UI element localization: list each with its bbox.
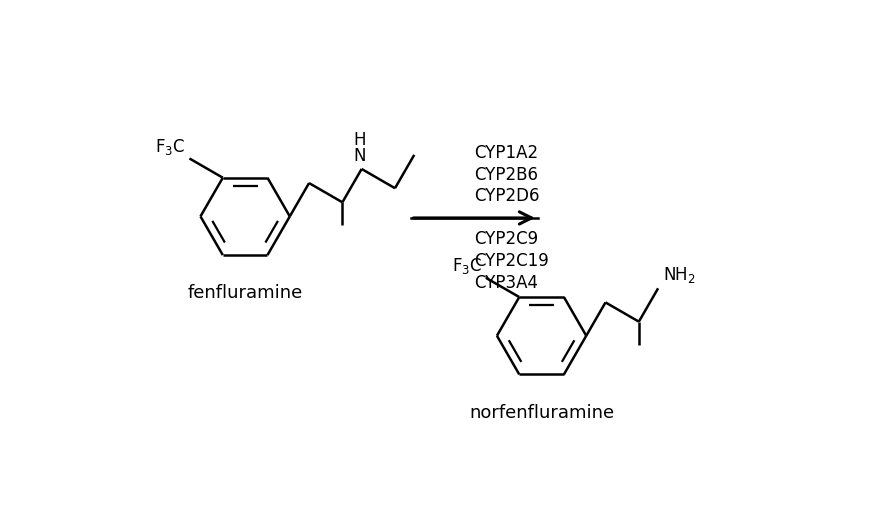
Text: CYP2C19: CYP2C19 (475, 252, 549, 270)
Text: F$_3$C: F$_3$C (155, 137, 185, 157)
Text: CYP3A4: CYP3A4 (475, 274, 538, 292)
Text: norfenfluramine: norfenfluramine (469, 404, 614, 422)
Text: F$_3$C: F$_3$C (452, 256, 482, 276)
Text: H
N: H N (354, 131, 366, 165)
Text: CYP1A2: CYP1A2 (475, 144, 538, 162)
Text: CYP2D6: CYP2D6 (475, 187, 540, 205)
Text: CYP2B6: CYP2B6 (475, 166, 538, 184)
Text: CYP2C9: CYP2C9 (475, 230, 538, 249)
Text: fenfluramine: fenfluramine (187, 284, 303, 302)
Text: NH$_2$: NH$_2$ (663, 265, 695, 285)
